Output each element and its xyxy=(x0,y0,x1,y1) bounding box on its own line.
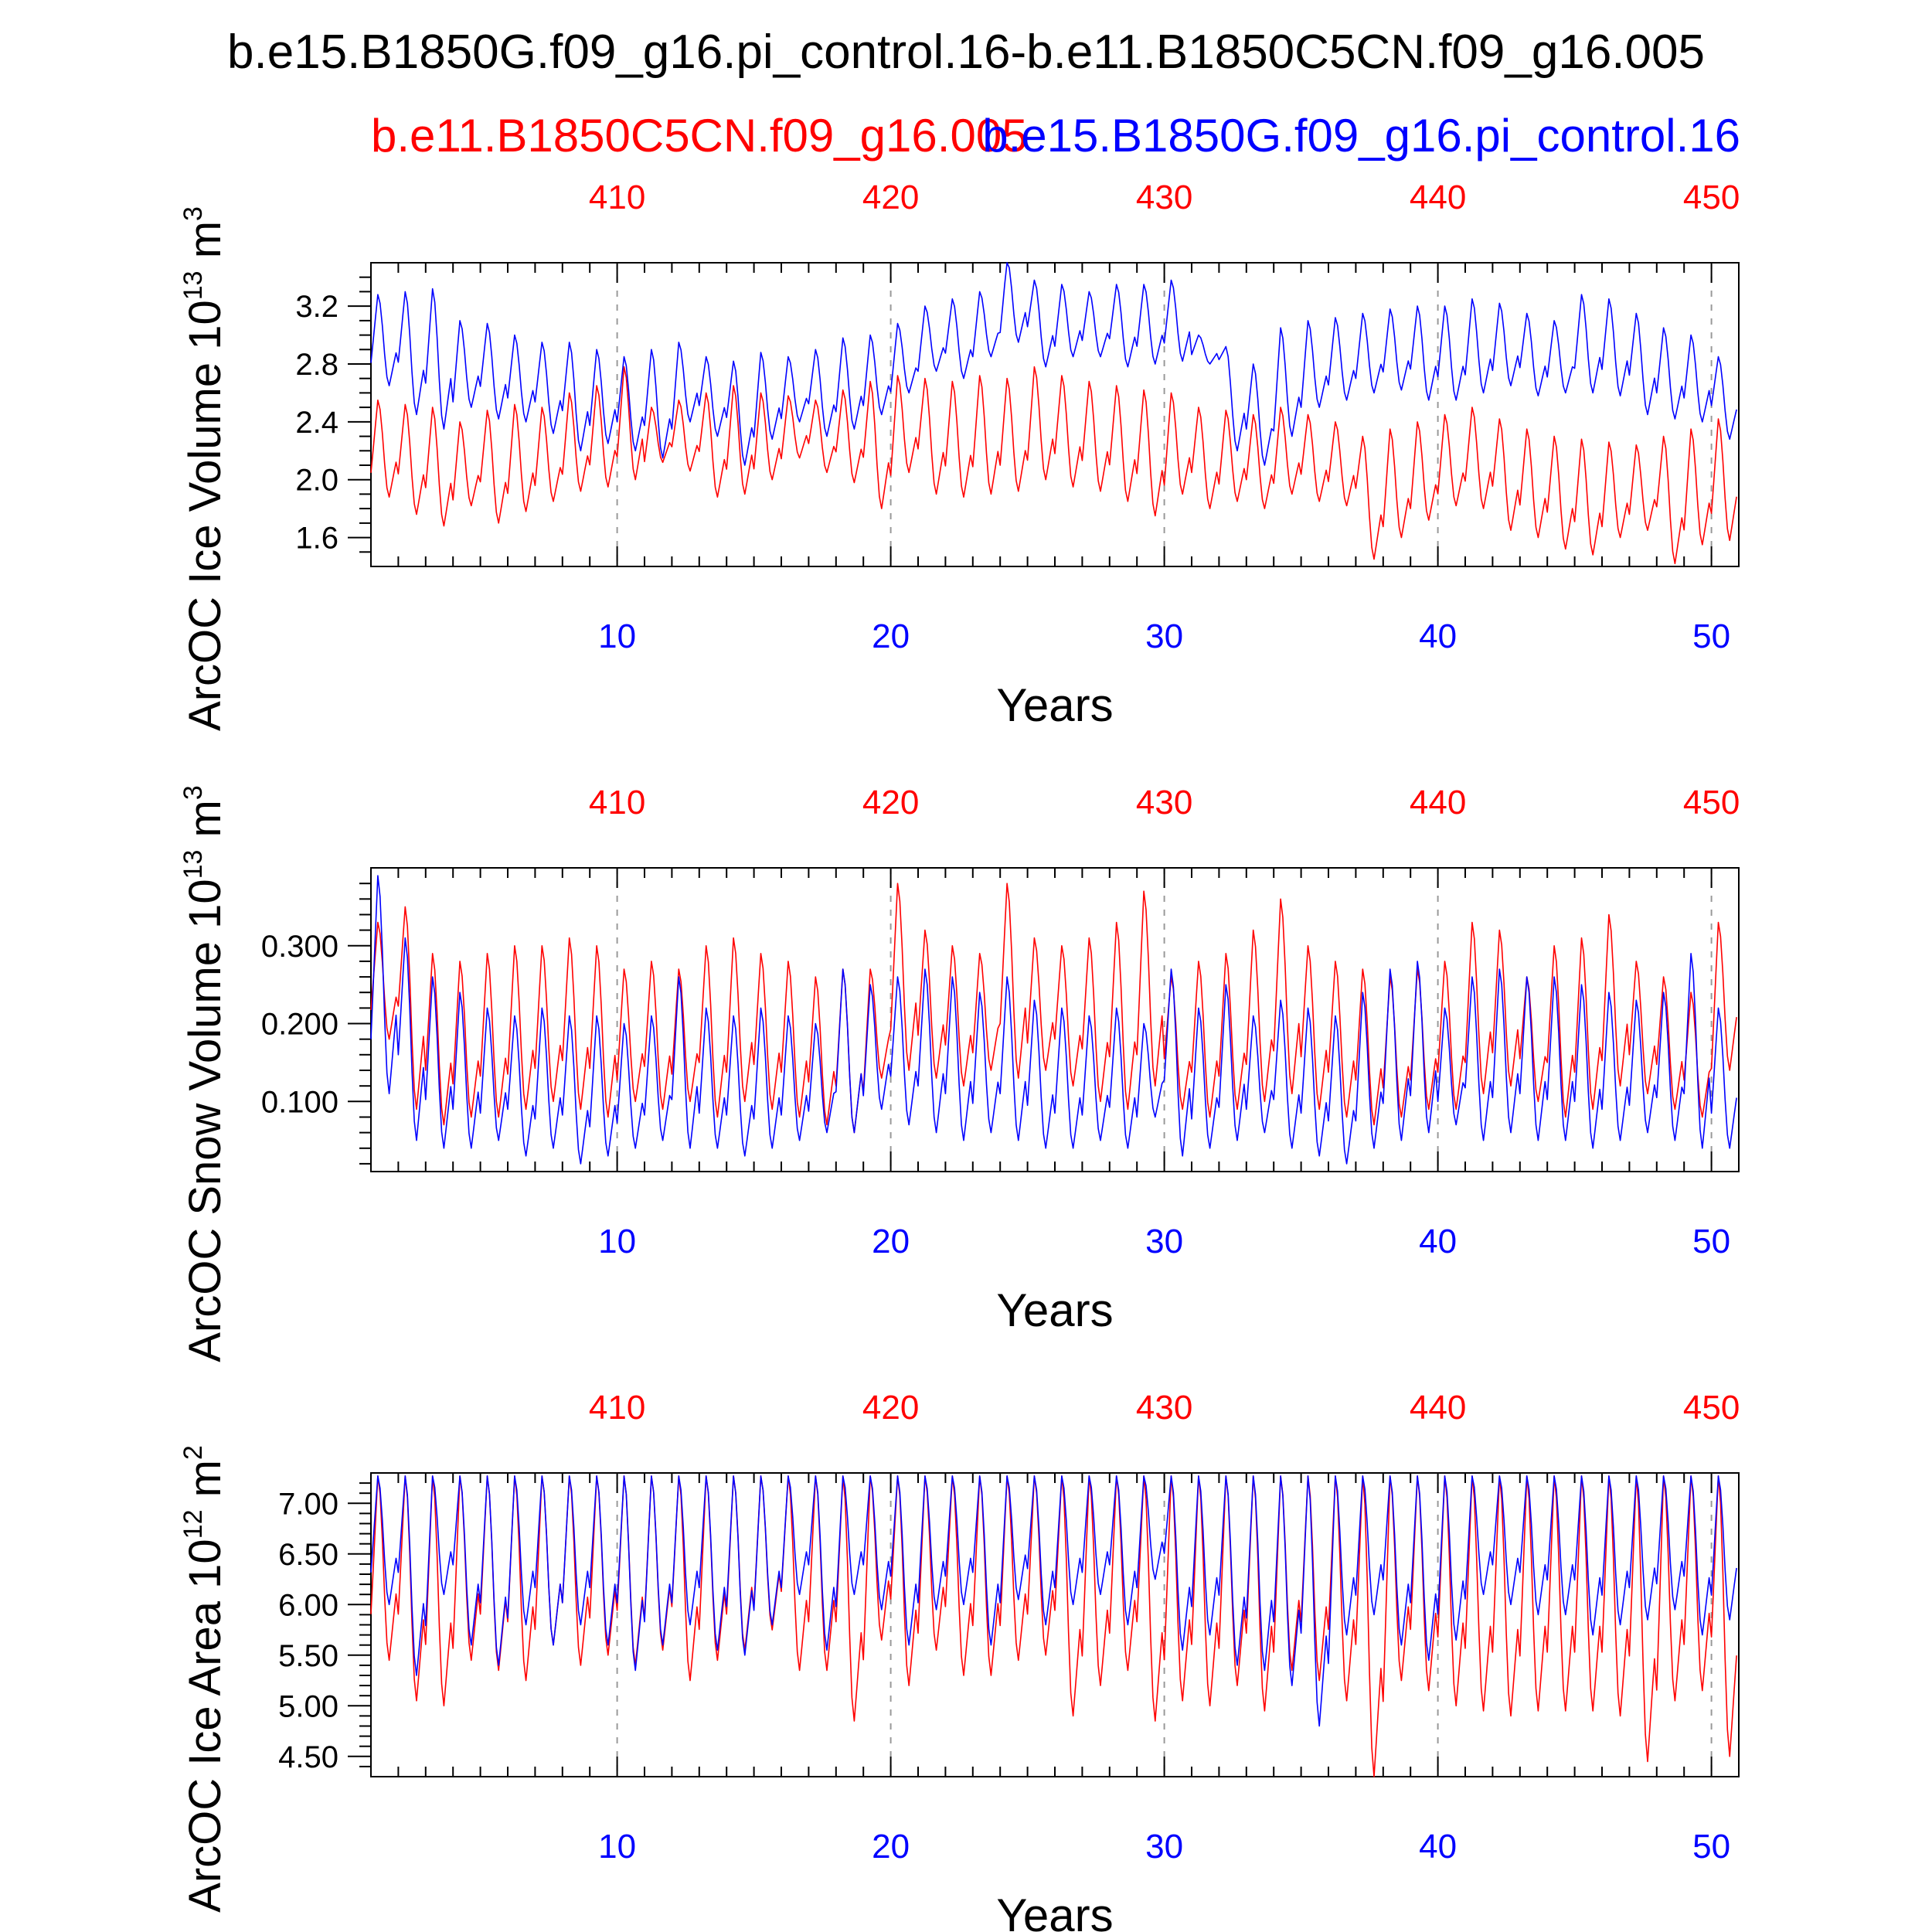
y-axis-label-unit: m xyxy=(180,1460,230,1509)
axis-ticks xyxy=(348,868,1713,1172)
x-tick-label-bottom: 40 xyxy=(1419,1828,1457,1866)
y-axis-label-unit: m xyxy=(180,800,230,849)
y-tick-label: 7.00 xyxy=(278,1487,338,1521)
tick-labels: 10 410 20 420 30 430 40 440 50 450 0.100 0.200 0.300 xyxy=(261,784,1740,1260)
plot-area xyxy=(370,867,1740,1172)
legend-left-experiment: b.e11.B1850C5CN.f09_g16.005 xyxy=(371,110,1028,162)
x-tick-label-bottom: 50 xyxy=(1692,617,1730,655)
panel-snow-volume: 10 410 20 420 30 430 40 440 50 450 0.100 0.200 0.300… xyxy=(179,784,1740,1362)
y-tick-label: 0.100 xyxy=(261,1085,338,1119)
x-tick-label-bottom: 40 xyxy=(1419,1223,1457,1260)
x-tick-label-top: 410 xyxy=(589,784,645,821)
y-axis-label-unit-exponent: 2 xyxy=(179,1445,208,1460)
x-tick-label-bottom: 10 xyxy=(598,617,636,655)
y-tick-label: 2.4 xyxy=(295,406,338,440)
tick-labels: 10 410 20 420 30 430 40 440 50 450 4.50 5.00 5.50 6.0… xyxy=(278,1389,1740,1866)
x-tick-label-bottom: 30 xyxy=(1145,1223,1183,1260)
x-axis-label: Years xyxy=(996,679,1113,731)
panel-ice-area: 10 410 20 420 30 430 40 440 50 450 4.50 5.00 5.50 6.0… xyxy=(179,1389,1740,1932)
x-tick-label-top: 430 xyxy=(1136,784,1192,821)
series-line-red xyxy=(370,366,1737,565)
x-tick-label-top: 420 xyxy=(862,1389,919,1427)
y-axis-label-exponent: 12 xyxy=(179,1509,208,1539)
x-tick-label-bottom: 40 xyxy=(1419,617,1457,655)
y-axis-label-main: ArcOC Snow Volume 10 xyxy=(180,879,230,1362)
x-tick-label-top: 410 xyxy=(589,179,645,216)
x-tick-label-bottom: 50 xyxy=(1692,1828,1730,1866)
series-lines xyxy=(370,875,1737,1165)
grid-lines xyxy=(616,1473,1713,1777)
y-tick-label: 0.200 xyxy=(261,1008,338,1042)
series-line-blue xyxy=(370,875,1737,1165)
series-lines xyxy=(370,262,1737,565)
x-axis-label: Years xyxy=(996,1284,1113,1336)
y-tick-label: 2.0 xyxy=(295,464,338,498)
x-tick-label-bottom: 10 xyxy=(598,1828,636,1866)
x-tick-label-bottom: 20 xyxy=(872,1223,910,1260)
y-axis-label-exponent: 13 xyxy=(179,850,208,879)
x-tick-label-bottom: 10 xyxy=(598,1223,636,1260)
x-tick-label-bottom: 50 xyxy=(1692,1223,1730,1260)
grid-lines xyxy=(616,263,1713,566)
y-axis-label: ArcOC Ice Area 1012 m2 xyxy=(179,1445,230,1913)
x-tick-label-top: 450 xyxy=(1683,1389,1740,1427)
y-axis-label-main: ArcOC Ice Area 10 xyxy=(180,1539,230,1913)
axis-ticks xyxy=(348,1473,1713,1777)
y-tick-label: 1.6 xyxy=(295,522,338,556)
x-tick-label-top: 420 xyxy=(862,179,919,216)
y-tick-label: 6.50 xyxy=(278,1538,338,1572)
x-tick-label-top: 410 xyxy=(589,1389,645,1427)
y-tick-label: 0.300 xyxy=(261,930,338,964)
y-tick-label: 6.00 xyxy=(278,1588,338,1622)
figure-title: b.e15.B1850G.f09_g16.pi_control.16-b.e11… xyxy=(227,26,1705,79)
x-tick-label-bottom: 30 xyxy=(1145,617,1183,655)
x-tick-label-top: 440 xyxy=(1410,179,1466,216)
tick-labels: 10 410 20 420 30 430 40 440 50 450 1.6 2.0 2.4 2.8 3.2 xyxy=(295,179,1740,655)
y-tick-label: 5.50 xyxy=(278,1639,338,1673)
y-axis-label-unit-exponent: 3 xyxy=(179,785,208,800)
y-axis-label: ArcOC Snow Volume 1013 m3 xyxy=(179,785,230,1362)
x-tick-label-bottom: 30 xyxy=(1145,1828,1183,1866)
y-tick-label: 3.2 xyxy=(295,290,338,324)
legend-right-experiment: b.e15.B1850G.f09_g16.pi_control.16 xyxy=(982,110,1740,162)
y-tick-label: 4.50 xyxy=(278,1740,338,1774)
x-axis-label: Years xyxy=(996,1889,1113,1932)
x-tick-label-top: 430 xyxy=(1136,179,1192,216)
series-line-red xyxy=(370,883,1737,1134)
series-line-blue xyxy=(370,262,1737,466)
y-axis-label: ArcOC Ice Volume 1013 m3 xyxy=(179,206,230,731)
x-tick-label-bottom: 20 xyxy=(872,1828,910,1866)
x-tick-label-top: 450 xyxy=(1683,179,1740,216)
y-tick-label: 5.00 xyxy=(278,1689,338,1723)
y-tick-label: 2.8 xyxy=(295,348,338,382)
x-tick-label-top: 440 xyxy=(1410,784,1466,821)
series-lines xyxy=(370,1475,1737,1777)
panel-ice-volume: 10 410 20 420 30 430 40 440 50 450 1.6 2.0 2.4 2.8 3.2… xyxy=(179,179,1740,731)
y-axis-label-exponent: 13 xyxy=(179,270,208,300)
y-axis-label-unit: m xyxy=(180,221,230,270)
x-tick-label-bottom: 20 xyxy=(872,617,910,655)
x-tick-label-top: 420 xyxy=(862,784,919,821)
axis-ticks xyxy=(348,263,1713,566)
series-line-blue xyxy=(370,1475,1737,1727)
grid-lines xyxy=(616,868,1713,1172)
y-axis-label-main: ArcOC Ice Volume 10 xyxy=(180,300,230,731)
y-axis-label-unit-exponent: 3 xyxy=(179,206,208,221)
x-tick-label-top: 430 xyxy=(1136,1389,1192,1427)
x-tick-label-top: 450 xyxy=(1683,784,1740,821)
x-tick-label-top: 440 xyxy=(1410,1389,1466,1427)
